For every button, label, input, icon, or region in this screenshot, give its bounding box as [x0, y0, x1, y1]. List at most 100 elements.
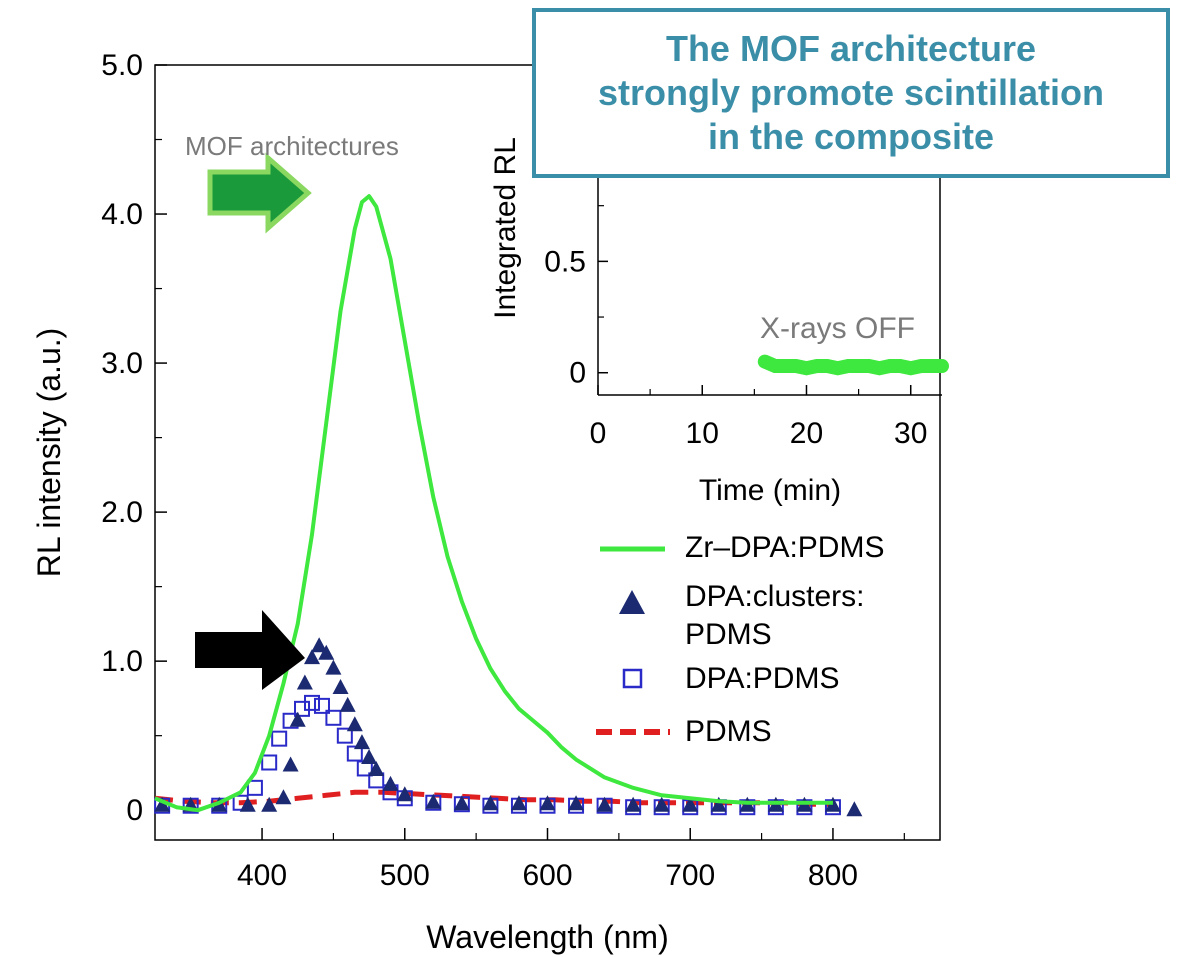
series-dpa-clusters-point	[239, 796, 256, 812]
legend-dpa-pdms-label: DPA:PDMS	[685, 662, 839, 695]
series-dpa-pdms-point	[346, 745, 363, 762]
inset-series-point	[801, 363, 812, 374]
series-dpa-clusters-point	[332, 678, 349, 694]
series-dpa-clusters-point	[710, 796, 727, 812]
inset-series-point	[843, 361, 854, 372]
x-tick-label: 700	[665, 859, 715, 892]
series-dpa-clusters-point	[311, 637, 328, 653]
inset-series-point	[822, 361, 833, 372]
series-dpa-clusters-point	[261, 796, 278, 812]
series-dpa-clusters-point	[625, 796, 642, 812]
series-dpa-clusters-point	[382, 775, 399, 791]
series-dpa-pdms-point	[313, 697, 330, 714]
series-dpa-pdms-point	[336, 727, 353, 744]
series-dpa-clusters-point	[368, 760, 385, 776]
y-tick-label: 0	[126, 794, 143, 827]
inset-series-point	[759, 356, 770, 367]
series-dpa-clusters-point	[539, 795, 556, 811]
inset-series-point	[884, 361, 895, 372]
series-dpa-clusters-point	[304, 649, 320, 665]
inset-series-point	[811, 361, 822, 372]
inset-series-point	[926, 361, 937, 372]
series-dpa-clusters-point	[846, 801, 863, 817]
inset-y-tick-label: 0	[569, 357, 586, 390]
legend-dpa-clusters-label-line1: DPA:clusters:	[685, 580, 865, 613]
inset-plot: 0 10 20 30 0 0.5 Time (min) Integrated RL	[489, 137, 949, 507]
x-axis-label: Wavelength (nm)	[426, 919, 668, 955]
legend-pdms-label: PDMS	[685, 715, 772, 748]
x-tick-label: 600	[522, 859, 572, 892]
series-dpa-clusters-point	[346, 716, 363, 732]
series-dpa-clusters-point	[482, 795, 499, 811]
series-dpa-clusters-point	[318, 644, 335, 660]
inset-y-axis-label: Integrated RL	[489, 137, 522, 319]
series-dpa-clusters-point	[339, 696, 356, 712]
series-dpa-clusters-point	[568, 795, 585, 811]
series-dpa-pdms-point	[294, 700, 311, 717]
y-tick-label: 4.0	[101, 198, 143, 231]
inset-series-point	[832, 363, 843, 374]
inset-x-axis-label: Time (min)	[699, 474, 841, 507]
series-dpa-clusters-point	[353, 734, 370, 750]
callout-line-3: in the composite	[707, 116, 995, 157]
xrays-off-label: X-rays OFF	[760, 312, 915, 345]
inset-x-tick-label: 20	[790, 417, 823, 450]
series-dpa-clusters-point	[296, 674, 313, 690]
main-plot: 400 500 600 700 800 0 1.0 2.0 3.0 4.0 5.0 Wavelengt…	[31, 49, 941, 955]
series-dpa-clusters-point	[282, 756, 299, 772]
inset-x-tick-label: 0	[590, 417, 607, 450]
black-arrow-icon	[195, 610, 305, 690]
series-dpa-pdms-point	[261, 754, 278, 771]
callout-line-1: The MOF architecture	[665, 28, 1037, 69]
inset-series-point	[895, 361, 906, 372]
y-tick-label: 1.0	[101, 645, 143, 678]
green-arrow-icon	[207, 152, 312, 234]
legend-dpa-pdms-swatch	[622, 668, 643, 689]
y-tick-label: 2.0	[101, 496, 143, 529]
inset-series-point	[937, 361, 947, 372]
annotation-arrows	[195, 152, 312, 690]
series-dpa-clusters-point	[289, 711, 306, 727]
series-dpa-clusters-point	[325, 659, 342, 675]
mof-architectures-label: MOF architectures	[185, 131, 399, 161]
inset-series-point	[770, 361, 781, 372]
callout-box: The MOF architecture strongly promote sc…	[532, 8, 1170, 178]
y-tick-label: 5.0	[101, 49, 143, 82]
legend-dpa-clusters-swatch	[619, 590, 645, 614]
series-dpa-pdms-point	[246, 779, 263, 796]
x-tick-label: 500	[380, 859, 430, 892]
inset-series-point	[791, 361, 802, 372]
series-dpa-clusters-point	[510, 795, 527, 811]
callout-line-2: strongly promote scintillation	[597, 72, 1105, 113]
legend-dpa-clusters-label-line2: PDMS	[685, 618, 772, 651]
legend: Zr–DPA:PDMS DPA:clusters: PDMS DPA:PDMS PDMS	[596, 531, 884, 748]
series-dpa-clusters-point	[361, 749, 378, 765]
series-dpa-clusters-point	[453, 795, 470, 811]
series-dpa-clusters-point	[653, 796, 670, 812]
inset-series-point	[874, 363, 885, 374]
inset-series-point	[916, 361, 927, 372]
series-dpa-clusters-point	[154, 796, 171, 812]
legend-zr-label: Zr–DPA:PDMS	[685, 531, 884, 564]
series-dpa-clusters-point	[396, 786, 413, 802]
x-tick-label: 800	[808, 859, 858, 892]
series-dpa-clusters-point	[425, 793, 442, 809]
series-dpa-clusters-point	[596, 796, 613, 812]
inset-x-tick-label: 30	[894, 417, 927, 450]
y-axis-label: RL intensity (a.u.)	[31, 328, 67, 578]
inset-series-point	[853, 361, 864, 372]
series-dpa-clusters-point	[275, 789, 292, 805]
series-dpa-clusters-point	[682, 796, 699, 812]
inset-series-point	[780, 361, 791, 372]
y-tick-label: 3.0	[101, 347, 143, 380]
series-zr-dpa-line	[154, 194, 833, 813]
inset-series-point	[905, 363, 916, 374]
series-dpa-pdms-point	[271, 730, 288, 747]
x-tick-label: 400	[237, 859, 287, 892]
series-dpa-pdms-point	[304, 694, 320, 711]
inset-series-point	[864, 361, 875, 372]
inset-x-tick-label: 10	[686, 417, 719, 450]
inset-y-tick-label: 0.5	[544, 245, 586, 278]
series-dpa-pdms-point	[325, 709, 342, 726]
